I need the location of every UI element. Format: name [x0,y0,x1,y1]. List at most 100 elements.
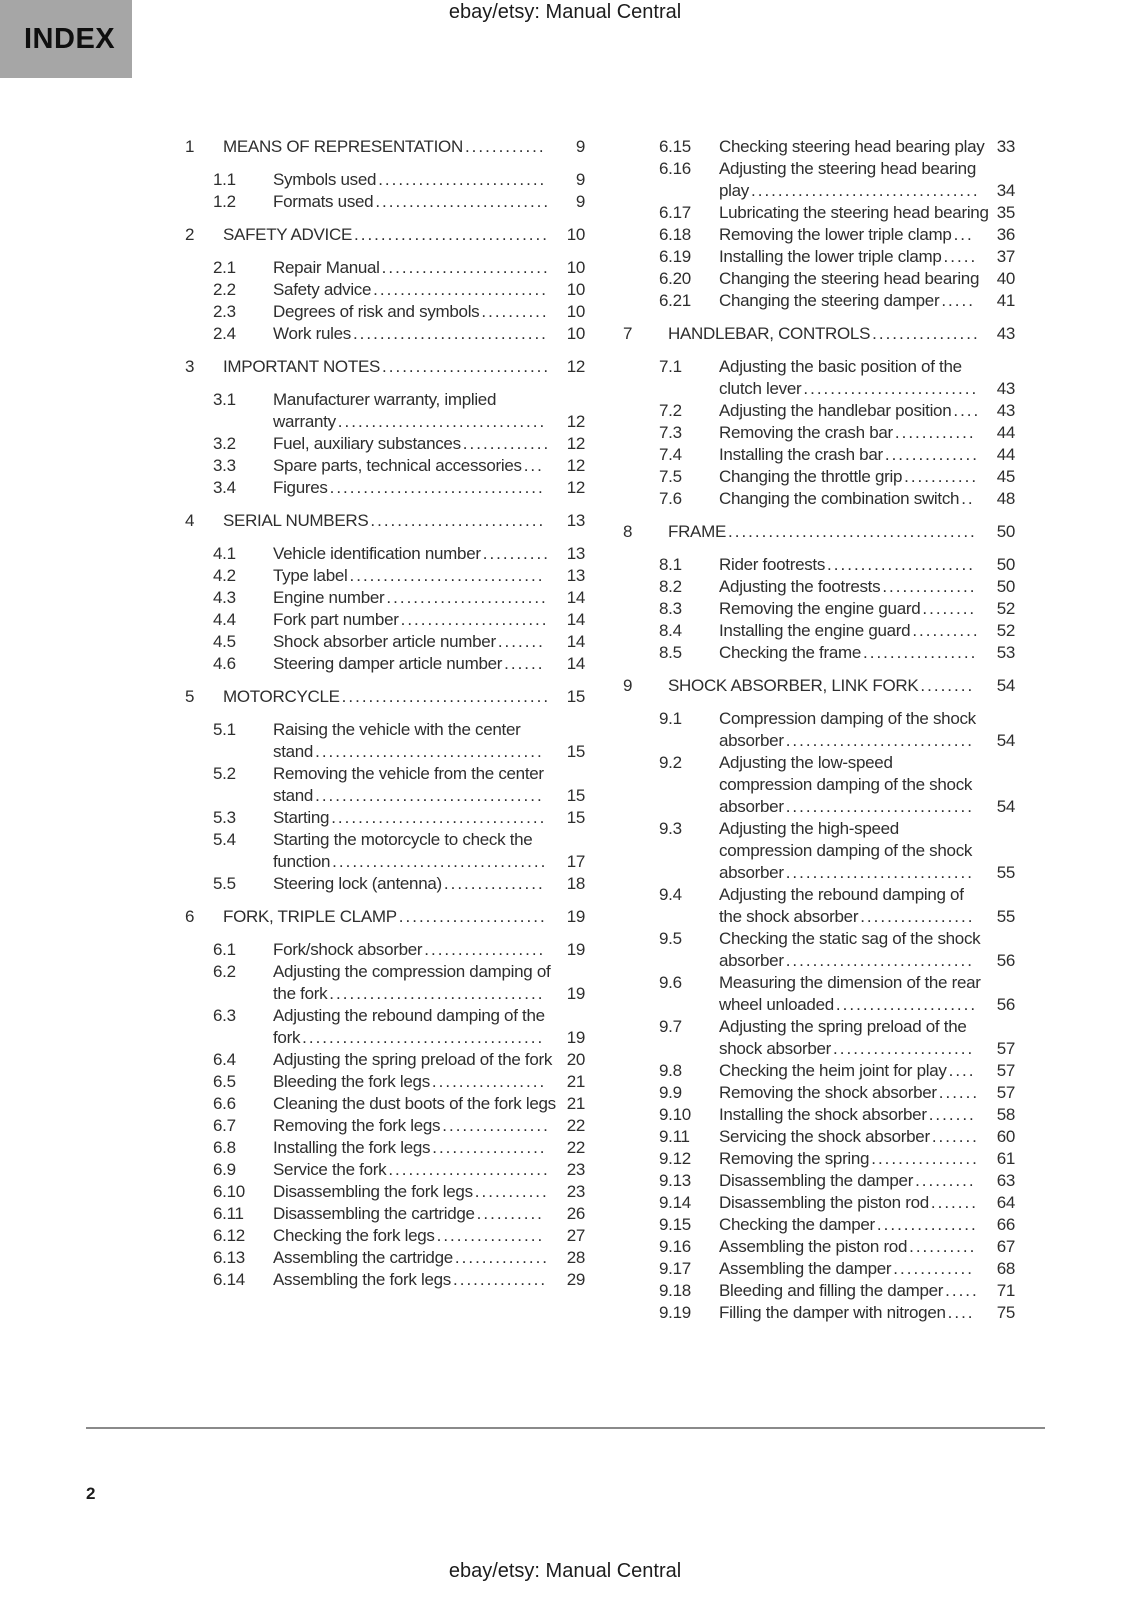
entry-title-cell: Changing the steering damper..... [719,290,989,312]
entry-title-cell: Adjusting the compression damping of the… [273,961,559,1005]
toc-item-entry: 6.14 Assembling the fork legs............… [185,1269,585,1291]
toc-item-entry: 8.5 Checking the frame................. 53 [623,642,1015,664]
toc-item-entry: 6.10 Disassembling the fork legs.........… [185,1181,585,1203]
entry-number: 7.3 [659,423,682,442]
dot-leader: .............. [453,1270,548,1289]
entry-page: 48 [996,489,1016,508]
entry-title-cell: Removing the crash bar............ [719,422,989,444]
entry-title: Bleeding the fork legs [273,1072,430,1091]
entry-title-cell: Starting................................ [273,807,559,829]
entry-page: 14 [566,588,586,607]
toc-item-entry: 8.2 Adjusting the footrests..............… [623,576,1015,598]
toc-item-entry: 5.5 Steering lock (antenna)..............… [185,873,585,895]
toc-section-entry: 8 FRAME..................................… [623,521,1015,543]
entry-page: 43 [996,379,1016,398]
entry-title-cell: Adjusting the handlebar position.... [719,400,989,422]
entry-number: 9.15 [659,1215,691,1234]
entry-page: 57 [996,1083,1016,1102]
toc-item-entry: 1.1 Symbols used.........................… [185,169,585,191]
entry-title-cell: MOTORCYCLE..............................… [223,686,559,708]
entry-number: 4.4 [213,610,236,629]
dot-leader: ................ [436,1226,545,1245]
entry-number: 8.1 [659,555,682,574]
entry-number: 9.1 [659,709,682,728]
entry-title: FRAME [668,522,727,541]
entry-page: 10 [566,324,586,343]
toc-item-entry: 2.2 Safety advice........................… [185,279,585,301]
entry-title: Adjusting the low-speed compression damp… [719,753,973,816]
dot-leader: .......... [912,621,980,640]
entry-page: 27 [566,1226,586,1245]
entry-title-cell: Raising the vehicle with the center stan… [273,719,559,763]
entry-title-cell: Compression damping of the shock absorbe… [719,708,989,752]
dot-leader: .............. [882,577,977,596]
entry-title-cell: Removing the lower triple clamp... [719,224,989,246]
entry-number: 5.5 [213,874,236,893]
entry-number: 2 [185,225,195,244]
entry-number: 9.7 [659,1017,682,1036]
entry-number: 6.3 [213,1006,236,1025]
entry-number: 2.1 [213,258,236,277]
entry-title: Service the fork [273,1160,387,1179]
entry-number: 6.21 [659,291,691,310]
toc-item-entry: 6.17 Lubricating the steering head bearin… [623,202,1015,224]
dot-leader: ......................... [382,357,551,376]
entry-title: Formats used [273,192,374,211]
dot-leader: ...................... [398,907,547,926]
entry-page: 68 [996,1259,1016,1278]
entry-title: Installing the lower triple clamp [719,247,942,266]
entry-number: 9.2 [659,753,682,772]
dot-leader: ............ [464,137,546,156]
toc-item-entry: 4.2 Type label...........................… [185,565,585,587]
entry-number: 3.4 [213,478,236,497]
entry-title: Adjusting the footrests [719,577,881,596]
entry-title: Installing the fork legs [273,1138,431,1157]
entry-title: Disassembling the fork legs [273,1182,473,1201]
dot-leader: .......... [476,1204,544,1223]
entry-title-cell: Disassembling the fork legs........... [273,1181,559,1203]
entry-title-cell: Changing the steering head bearing [719,268,989,290]
entry-title-cell: SAFETY ADVICE...........................… [223,224,559,246]
toc-item-entry: 4.1 Vehicle identification number........… [185,543,585,565]
entry-number: 2.3 [213,302,236,321]
entry-title-cell: Installing the fork legs................… [273,1137,559,1159]
dot-leader: .......................... [370,511,546,530]
toc-item-entry: 6.7 Removing the fork legs...............… [185,1115,585,1137]
entry-number: 7 [623,324,633,343]
entry-page: 57 [996,1039,1016,1058]
entry-title-cell: FRAME...................................… [668,521,989,543]
entry-title: Cleaning the dust boots of the fork legs [273,1094,556,1113]
toc-item-entry: 9.18 Bleeding and filling the damper.....… [623,1280,1015,1302]
entry-page: 54 [996,731,1016,750]
entry-page: 13 [566,566,586,585]
entry-title-cell: Degrees of risk and symbols.......... [273,301,559,323]
toc-item-entry: 5.3 Starting.............................… [185,807,585,829]
entry-title: Safety advice [273,280,372,299]
dot-leader: .......... [481,302,549,321]
entry-page: 58 [996,1105,1016,1124]
entry-number: 9.17 [659,1259,691,1278]
toc-section-entry: 6 FORK, TRIPLE CLAMP.....................… [185,906,585,928]
entry-page: 13 [566,544,586,563]
entry-title: Raising the vehicle with the center stan… [273,720,521,761]
entry-number: 4.5 [213,632,236,651]
entry-page: 37 [996,247,1016,266]
toc-item-entry: 9.7 Adjusting the spring preload of the s… [623,1016,1015,1060]
header-doc-title: ebay/etsy: Manual Central [448,1,682,23]
dot-leader: ................. [863,643,978,662]
entry-page: 56 [996,951,1016,970]
entry-number: 9.13 [659,1171,691,1190]
entry-page: 33 [996,137,1016,156]
entry-page: 14 [566,632,586,651]
toc-item-entry: 9.1 Compression damping of the shock abso… [623,708,1015,752]
entry-title: Fuel, auxiliary substances [273,434,461,453]
entry-title: Removing the lower triple clamp [719,225,952,244]
entry-number: 6.19 [659,247,691,266]
entry-number: 8 [623,522,633,541]
entry-number: 6.17 [659,203,691,222]
entry-page: 43 [996,324,1016,343]
entry-number: 8.5 [659,643,682,662]
toc-section-entry: 5 MOTORCYCLE.............................… [185,686,585,708]
dot-leader: ........ [922,599,977,618]
